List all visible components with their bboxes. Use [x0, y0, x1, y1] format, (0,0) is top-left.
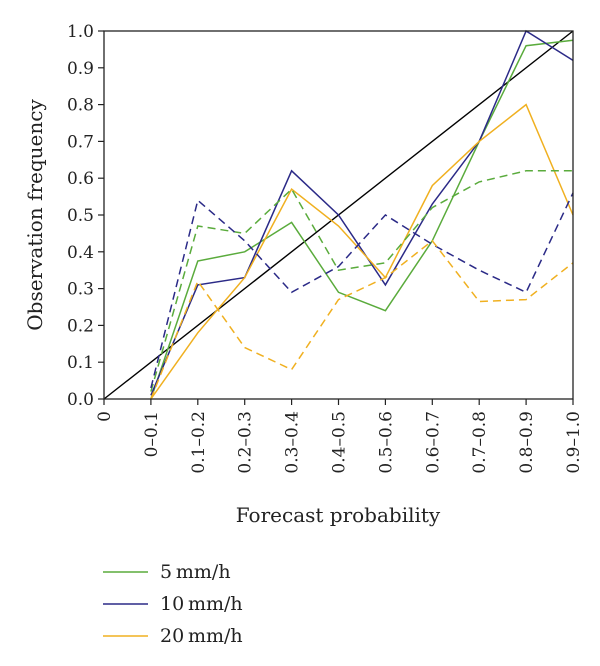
series-line-2 — [150, 29, 574, 396]
legend-label: 10 mm/h — [160, 593, 243, 615]
x-axis-label: Forecast probability — [236, 503, 441, 527]
legend-label: 20 mm/h — [160, 625, 243, 647]
y-tick-label: 0.7 — [67, 132, 94, 152]
y-tick-label: 0.0 — [67, 390, 94, 410]
x-tick-label: 0.5–0.6 — [376, 411, 396, 474]
x-tick-label: 0.9–1.0 — [564, 411, 584, 474]
y-tick-label: 0.9 — [67, 59, 94, 79]
y-axis-label: Observation frequency — [23, 99, 47, 331]
y-tick-label: 0.4 — [67, 243, 94, 263]
y-tick-label: 0.8 — [67, 96, 94, 116]
y-tick-label: 0.5 — [67, 206, 94, 226]
x-tick-label: 0.3–0.4 — [283, 411, 303, 474]
series-line-dashed-6 — [150, 239, 574, 400]
y-tick-label: 0.2 — [67, 316, 94, 336]
y-tick-label: 0.3 — [67, 280, 94, 300]
series-line-dashed-4 — [150, 170, 573, 392]
y-tick-label: 0.6 — [67, 169, 94, 189]
x-tick-label: 0.8–0.9 — [517, 411, 537, 474]
plot-lines — [103, 29, 574, 400]
series-line-dashed-5 — [150, 192, 574, 389]
legend: 5 mm/h 10 mm/h 20 mm/h — [103, 561, 243, 647]
x-tick-label: 0–0.1 — [142, 411, 162, 457]
legend-label: 5 mm/h — [160, 561, 231, 583]
x-tick-label: 0.7–0.8 — [470, 411, 490, 474]
series-line-1 — [150, 39, 574, 400]
y-tick-label: 1.0 — [67, 22, 94, 42]
x-tick-label: 0.2–0.3 — [236, 411, 256, 474]
x-tick-label: 0 — [95, 411, 115, 422]
y-tick-label: 0.1 — [67, 353, 94, 373]
x-axis: 0 0–0.1 0.1–0.2 0.2–0.3 0.3–0.4 0.4–0.5 0.5–0.… — [95, 399, 584, 474]
x-tick-label: 0.4–0.5 — [330, 411, 350, 474]
x-tick-label: 0.1–0.2 — [189, 411, 209, 474]
x-tick-label: 0.6–0.7 — [423, 411, 443, 474]
series-line-3 — [150, 103, 574, 400]
y-axis: 0.0 0.1 0.2 0.3 0.4 0.5 0.6 0.7 0.8 0.9 1.0 — [67, 22, 104, 410]
